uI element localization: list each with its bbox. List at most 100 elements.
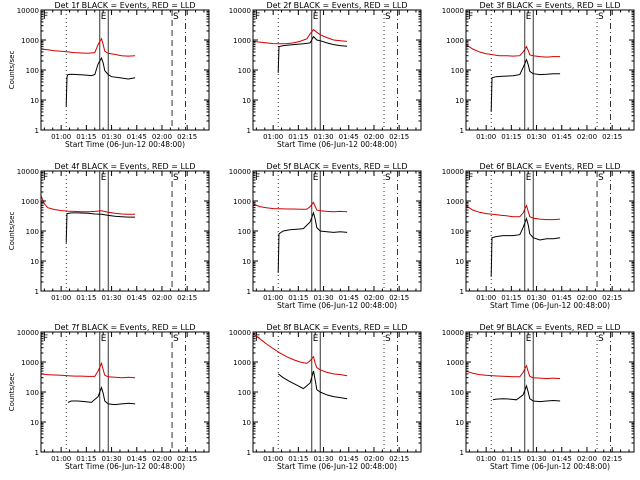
x-tick-label: 02:00 [577, 294, 597, 302]
y-tick-label: 100 [26, 389, 39, 397]
x-tick-label: 01:15 [76, 455, 96, 463]
panel-label: S [385, 334, 391, 344]
chart-title: Det 7f BLACK = Events, RED = LLD [54, 323, 195, 332]
chart-panel-9: Det 9f BLACK = Events, RED = LLD F E S 1 10 10… [442, 323, 635, 471]
x-tick-label: 01:15 [501, 294, 521, 302]
chart-title: Det 3f BLACK = Events, RED = LLD [479, 1, 620, 10]
x-tick-label: 02:15 [389, 133, 409, 141]
x-tick-label: 01:45 [552, 133, 572, 141]
x-tick-label: 01:45 [127, 455, 147, 463]
x-tick-label: 01:30 [101, 294, 121, 302]
x-tick-label: 01:00 [263, 455, 283, 463]
x-tick-label: 01:45 [339, 455, 359, 463]
x-tick-label: 02:15 [177, 455, 197, 463]
chart-title: Det 9f BLACK = Events, RED = LLD [479, 323, 620, 332]
x-tick-label: 01:00 [476, 455, 496, 463]
x-tick-label: 01:15 [288, 294, 308, 302]
y-tick-label: 10 [30, 258, 39, 266]
y-tick-label: 1000 [233, 198, 251, 206]
panel-label: F [468, 334, 473, 344]
x-tick-label: 01:30 [313, 133, 333, 141]
x-tick-label: 02:00 [577, 455, 597, 463]
panel-label: F [255, 173, 260, 183]
panel-label: S [173, 334, 179, 344]
y-tick-label: 10000 [442, 7, 464, 15]
chart-panel-7: Det 7f BLACK = Events, RED = LLD F E S 1 10 10… [8, 323, 210, 471]
x-tick-label: 02:00 [364, 294, 384, 302]
series-line-lld [252, 201, 348, 213]
panel-label: E [101, 173, 107, 183]
x-tick-label: 01:30 [313, 455, 333, 463]
x-axis-label: Start Time (06-Jun-12 00:48:00) [65, 140, 185, 149]
series-line-events [490, 216, 561, 277]
x-tick-label: 01:15 [501, 455, 521, 463]
x-tick-label: 01:45 [127, 294, 147, 302]
series-line-lld [252, 29, 348, 45]
series-line-lld [40, 361, 136, 379]
y-tick-label: 1 [35, 288, 39, 296]
series-line-lld [465, 364, 561, 380]
x-tick-label: 02:00 [364, 455, 384, 463]
series-line-events [277, 211, 348, 273]
y-tick-label: 10000 [442, 329, 464, 337]
panel-label: S [385, 12, 391, 22]
panel-label: S [598, 173, 604, 183]
x-tick-label: 01:15 [288, 133, 308, 141]
x-tick-label: 01:30 [101, 455, 121, 463]
chart-title: Det 1f BLACK = Events, RED = LLD [54, 1, 195, 10]
x-tick-label: 01:30 [313, 294, 333, 302]
panel-label: S [385, 173, 391, 183]
y-tick-label: 1000 [233, 359, 251, 367]
y-tick-label: 1000 [21, 359, 39, 367]
series-line-events [492, 384, 561, 403]
panel-label: S [173, 12, 179, 22]
y-tick-label: 1000 [21, 198, 39, 206]
y-tick-label: 100 [451, 389, 464, 397]
y-tick-label: 10 [30, 419, 39, 427]
series-line-events [490, 58, 561, 112]
series-line-lld [465, 44, 561, 58]
x-tick-label: 01:30 [526, 455, 546, 463]
panel-label: E [313, 12, 319, 22]
y-tick-label: 100 [26, 67, 39, 75]
y-tick-label: 1000 [21, 37, 39, 45]
y-tick-label: 10000 [229, 329, 251, 337]
x-tick-label: 01:15 [501, 133, 521, 141]
x-tick-label: 02:15 [602, 133, 622, 141]
series-line-lld [465, 204, 561, 221]
y-tick-label: 1 [35, 449, 39, 457]
x-tick-label: 01:00 [476, 294, 496, 302]
y-tick-label: 1 [460, 288, 464, 296]
x-tick-label: 02:00 [152, 455, 172, 463]
x-axis-label: Start Time (06-Jun-12 00:48:00) [490, 301, 610, 310]
panel-label: F [43, 12, 48, 22]
series-line-events [65, 56, 136, 107]
y-tick-label: 10000 [17, 168, 39, 176]
y-tick-label: 10000 [17, 7, 39, 15]
panel-label: S [598, 12, 604, 22]
y-tick-label: 10 [30, 97, 39, 105]
y-tick-label: 100 [451, 228, 464, 236]
x-tick-label: 02:00 [364, 133, 384, 141]
x-axis-label: Start Time (06-Jun-12 00:48:00) [65, 462, 185, 471]
y-axis-label: Counts/sec [8, 373, 16, 412]
chart-panel-4: Det 4f BLACK = Events, RED = LLD F E S 1 10 10… [8, 162, 210, 302]
x-tick-label: 01:00 [476, 133, 496, 141]
y-tick-label: 100 [238, 389, 251, 397]
series-line-events [65, 212, 136, 243]
x-tick-label: 01:45 [552, 294, 572, 302]
panel-label: E [101, 334, 107, 344]
y-tick-label: 100 [26, 228, 39, 236]
x-axis-label: Start Time (06-Jun-12 00:48:00) [277, 301, 397, 310]
x-tick-label: 01:15 [288, 455, 308, 463]
x-tick-label: 02:00 [577, 133, 597, 141]
y-tick-label: 1000 [446, 37, 464, 45]
y-tick-label: 10 [242, 97, 251, 105]
x-tick-label: 01:00 [263, 133, 283, 141]
panel-label: S [173, 173, 179, 183]
chart-panel-8: Det 8f BLACK = Events, RED = LLD F E S 1 10 10… [229, 323, 422, 471]
y-tick-label: 1 [247, 449, 251, 457]
y-tick-label: 10 [455, 97, 464, 105]
y-tick-label: 1000 [233, 37, 251, 45]
